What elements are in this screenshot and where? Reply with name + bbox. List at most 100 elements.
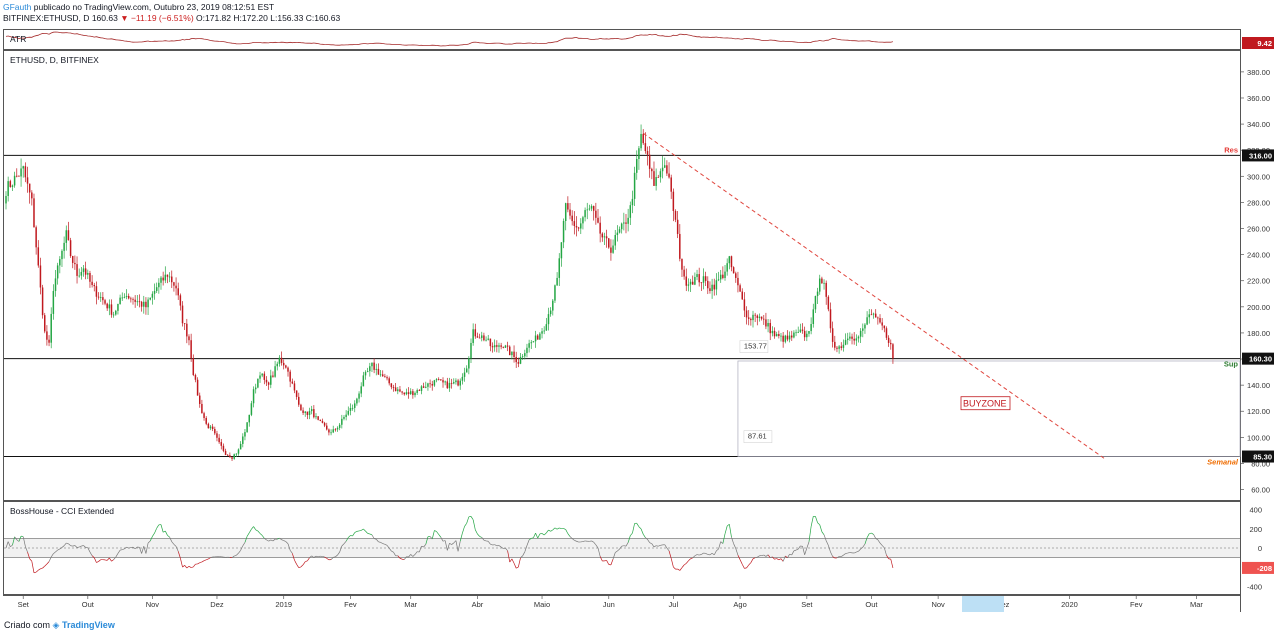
cci-segment: [518, 557, 521, 568]
cci-segment: [182, 565, 185, 568]
candle-body: [272, 375, 274, 377]
price-axis: 60.0080.00100.00120.00140.00160.00180.00…: [1240, 68, 1270, 591]
x-tick-label: 2020: [1061, 600, 1078, 609]
candle-body: [394, 387, 397, 392]
cci-label: BossHouse - CCI Extended: [10, 506, 114, 516]
candle-body: [857, 336, 860, 339]
cci-segment: [739, 559, 743, 565]
cci-segment: [782, 555, 786, 562]
cci-segment: [765, 554, 769, 557]
cci-segment: [352, 532, 356, 537]
candle-body: [741, 291, 743, 300]
candle-body: [136, 301, 139, 303]
cci-segment: [886, 555, 889, 559]
candle-body: [416, 390, 418, 393]
cci-segment: [109, 557, 112, 562]
candle-body: [866, 317, 868, 325]
x-tick-label: Ago: [733, 600, 746, 609]
cci-segment: [498, 545, 502, 548]
cci-segment: [419, 546, 422, 553]
candle-body: [263, 373, 266, 380]
cci-segment: [490, 543, 493, 546]
candle-body: [633, 172, 636, 199]
cci-segment: [647, 539, 650, 543]
measure-low-tag: [743, 430, 773, 443]
footer-brand[interactable]: TradingView: [61, 620, 115, 630]
cci-segment: [410, 554, 414, 557]
candle-body: [115, 310, 117, 315]
candle-body: [870, 314, 873, 316]
cci-segment: [434, 530, 437, 532]
candle-body: [177, 288, 179, 296]
candle-body: [442, 380, 444, 383]
cci-segment: [606, 560, 610, 565]
candle-body: [534, 335, 537, 342]
cci-segment: [156, 524, 160, 529]
cci-segment: [720, 541, 724, 544]
cci-segment: [376, 539, 379, 543]
cci-segment: [531, 537, 534, 539]
candle-body: [196, 379, 199, 396]
candle-body: [246, 422, 248, 433]
candle-body: [76, 264, 78, 276]
cci-segment: [268, 539, 271, 542]
candle-body: [879, 318, 881, 323]
cci-segment: [668, 550, 672, 559]
candle-body: [719, 274, 722, 280]
candle-body: [231, 457, 233, 459]
cci-segment: [873, 534, 877, 539]
y-tick-label: 140.00: [1247, 381, 1270, 390]
cci-segment: [640, 528, 644, 535]
cci-segment: [528, 538, 532, 541]
cci-segment: [149, 536, 153, 542]
candle-body: [586, 209, 588, 211]
candle-body: [780, 335, 782, 337]
candle-body: [564, 203, 567, 221]
candle-body: [838, 346, 840, 349]
x-tick-label: Fev: [1130, 600, 1143, 609]
cci-segment: [324, 556, 327, 559]
candle-body: [446, 381, 449, 389]
candle-body: [842, 344, 845, 348]
candle-body: [226, 454, 229, 456]
cci-segment: [50, 553, 54, 558]
cci-segment: [89, 551, 93, 556]
candle-body: [203, 413, 205, 418]
candle-body: [93, 284, 96, 287]
cci-segment: [780, 558, 784, 562]
cci-segment: [206, 558, 209, 561]
cci-segment: [44, 563, 48, 567]
cci-segment: [337, 551, 340, 556]
cci-tick-label: -400: [1247, 582, 1262, 591]
candle-body: [825, 282, 827, 297]
candle-body: [874, 313, 877, 318]
cci-segment: [399, 557, 403, 560]
candle-body: [562, 220, 565, 243]
candle-body: [28, 183, 31, 193]
candle-body: [37, 247, 40, 266]
candle-body: [306, 411, 309, 415]
cci-segment: [431, 530, 435, 540]
candle-body: [642, 133, 644, 144]
cci-segment: [46, 561, 50, 565]
cci-segment: [63, 542, 67, 546]
author-name[interactable]: GFauth: [3, 2, 32, 12]
cci-segment: [371, 534, 375, 539]
candle-body: [214, 428, 216, 434]
candle-body: [659, 171, 662, 178]
candle-body: [270, 375, 272, 385]
cci-segment: [735, 548, 739, 556]
cci-segment: [728, 524, 732, 538]
candle-body: [375, 368, 378, 370]
cci-segment: [651, 543, 655, 548]
candle-body: [599, 222, 601, 234]
cci-segment: [35, 569, 39, 573]
cci-segment: [186, 565, 190, 569]
footer: Criado com ◈ TradingView: [4, 620, 115, 631]
candle-body: [353, 403, 356, 408]
cci-segment: [546, 529, 549, 534]
candle-body: [689, 281, 692, 285]
candle-body: [74, 262, 76, 265]
cci-segment: [365, 530, 368, 534]
